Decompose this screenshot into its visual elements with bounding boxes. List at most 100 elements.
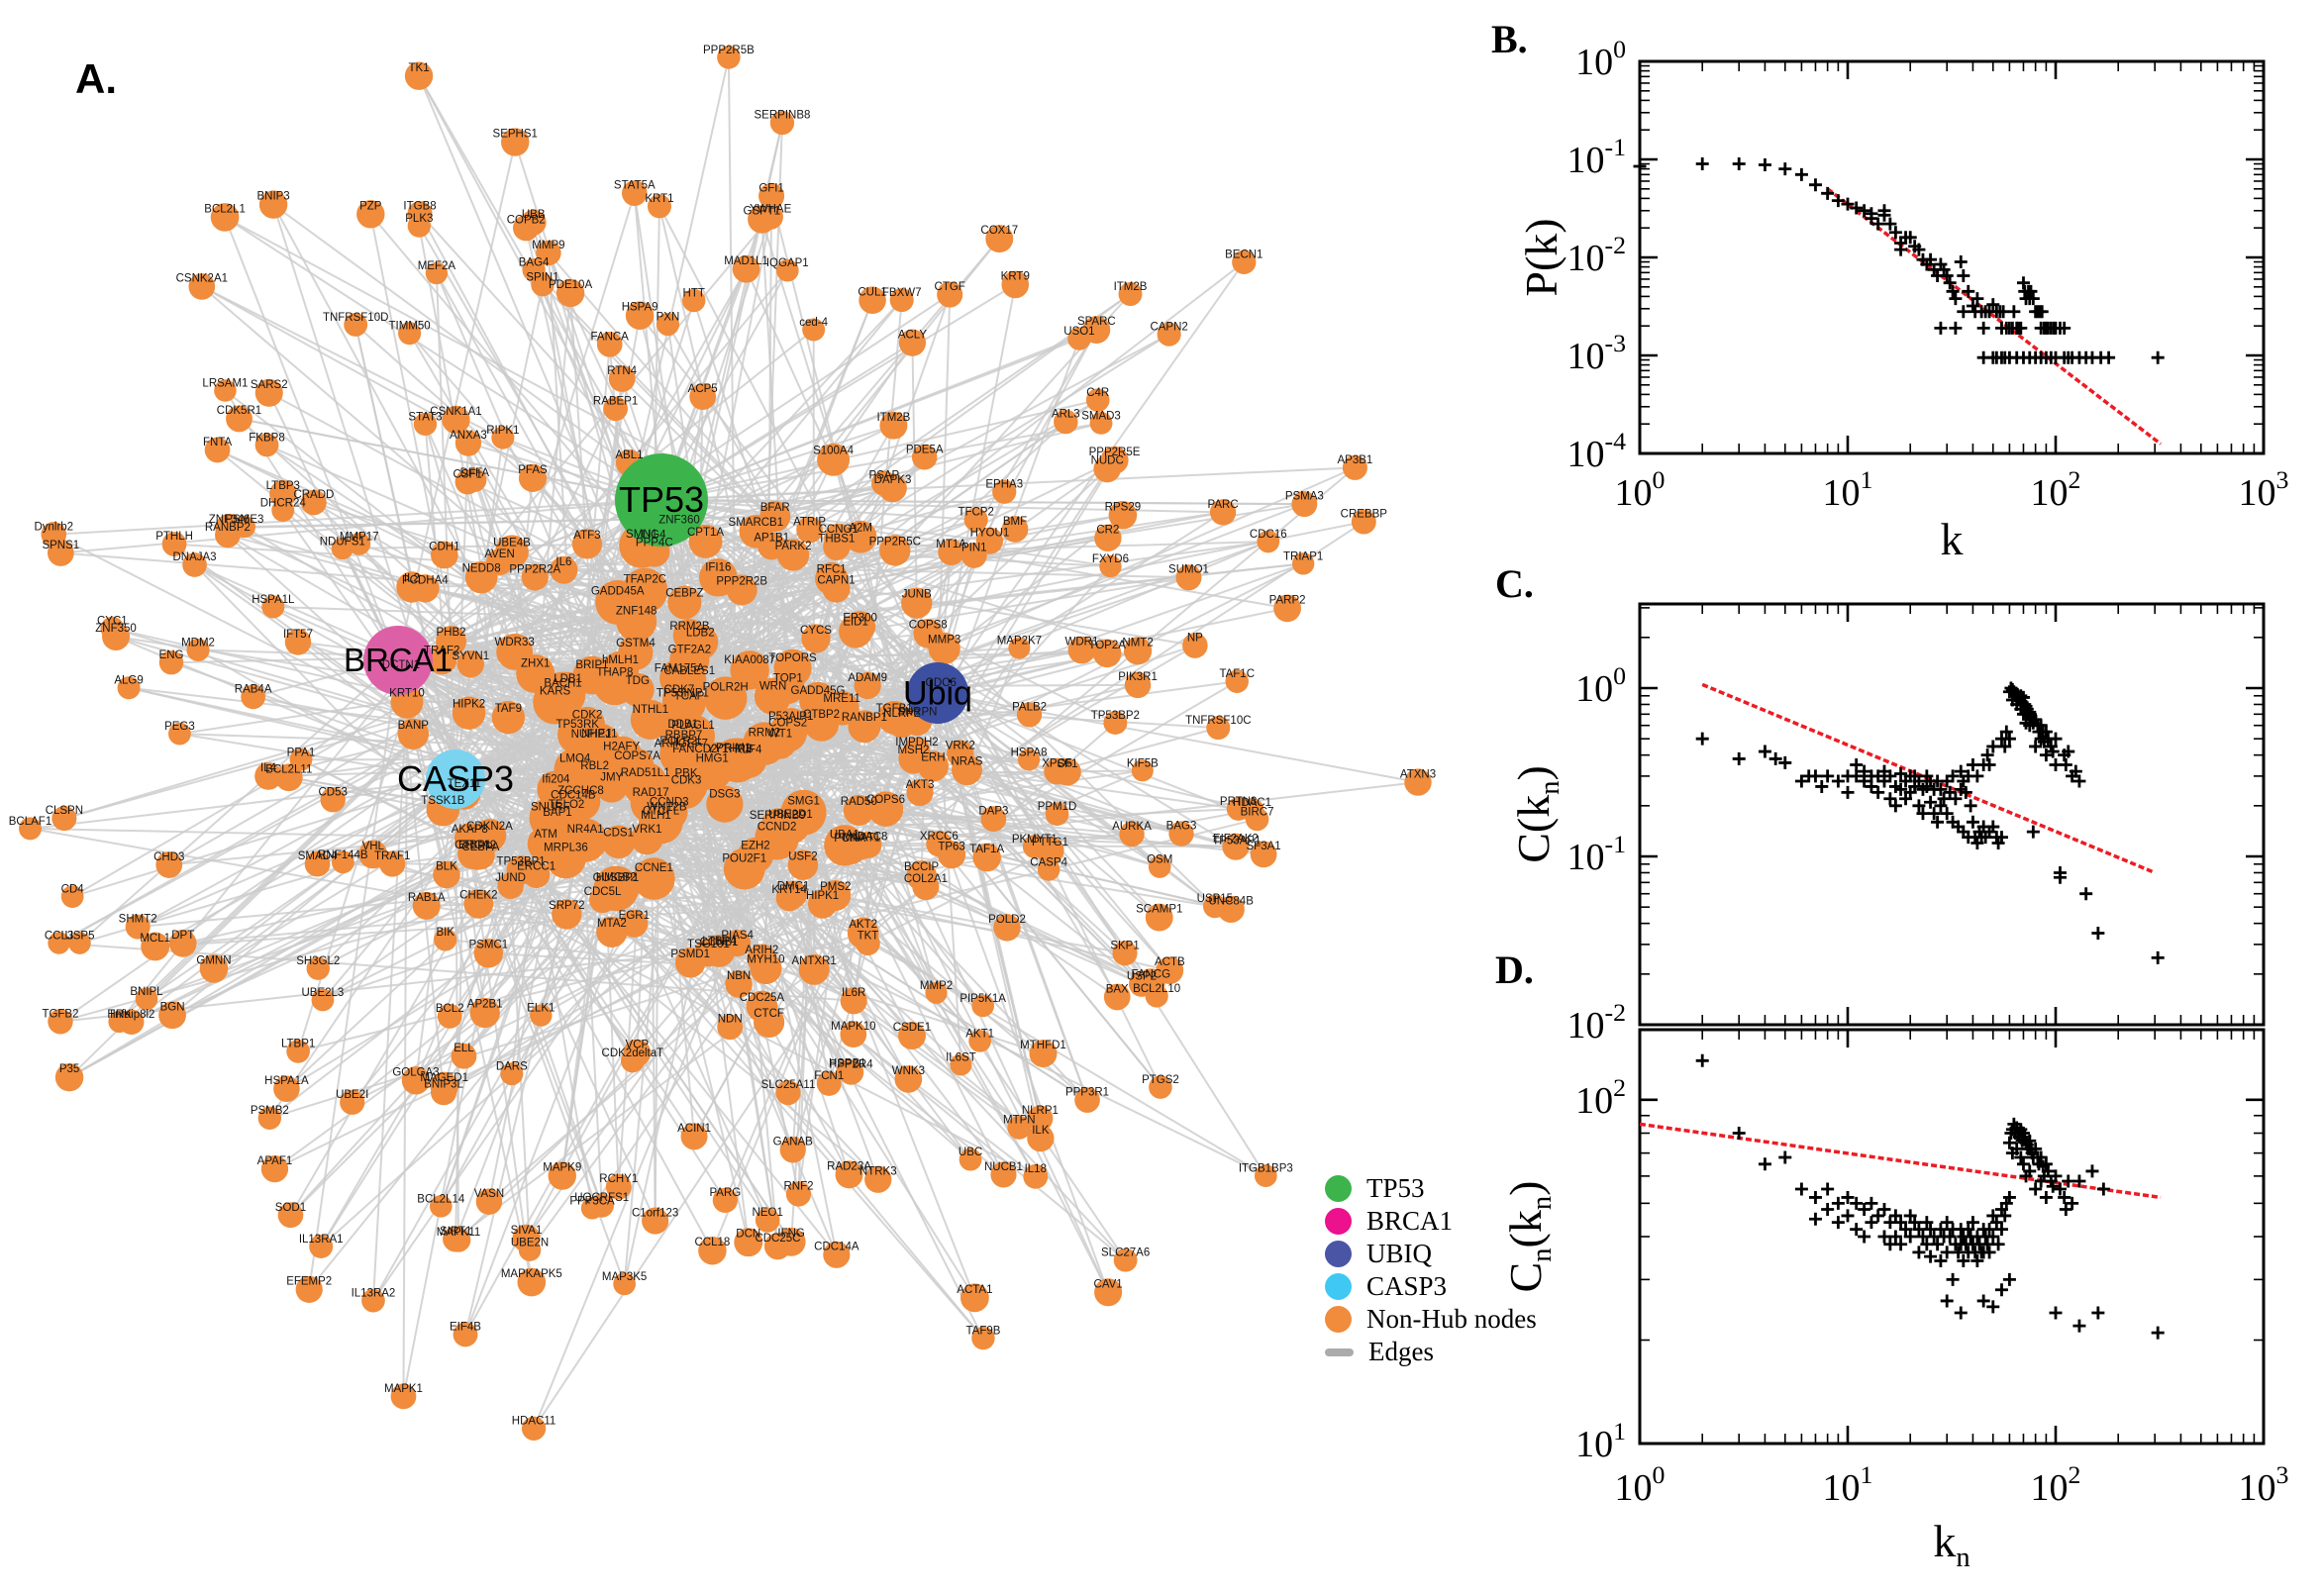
- network-node: [596, 916, 628, 948]
- node-label: ATM: [534, 829, 556, 841]
- node-label: NRAS: [951, 755, 982, 767]
- network-node: [320, 787, 346, 813]
- node-label: MRE11: [823, 693, 860, 705]
- node-label: ZCCHC8: [557, 785, 604, 797]
- node-label: PPP3CA: [569, 1195, 615, 1207]
- network-node: [454, 430, 482, 456]
- node-label: MAPK11: [437, 1227, 481, 1239]
- node-label: MAD1L1: [724, 255, 768, 267]
- network-node: [630, 699, 670, 740]
- legend: TP53 BRCA1 UBIQ CASP3 Non-Hub nodes Edge…: [1325, 1172, 1537, 1368]
- node-label: TAF1A: [969, 844, 1004, 855]
- node-label: USP15: [1197, 893, 1233, 905]
- network-node: [647, 194, 671, 219]
- node-label: KRT9: [1001, 271, 1030, 283]
- network-node: [843, 794, 874, 826]
- node-label: PSMD1: [670, 948, 710, 960]
- node-label: Tnfaip8l2: [108, 1009, 154, 1021]
- node-label: SLC27A6: [1101, 1247, 1150, 1259]
- network-node: [769, 110, 795, 136]
- node-label: SIRT1: [440, 1226, 471, 1238]
- node-label: PPP3R1: [1065, 1087, 1109, 1099]
- network-node: [990, 1161, 1017, 1188]
- node-label: DARS: [496, 1061, 528, 1073]
- node-label: EZH2: [741, 841, 769, 852]
- network-node: [838, 1059, 864, 1085]
- network-node: [518, 1239, 542, 1261]
- node-label: TAF9: [495, 703, 522, 715]
- network-node: [682, 288, 706, 313]
- tick-label: 100: [1575, 661, 1626, 710]
- network-node: [667, 585, 702, 620]
- node-label: MMP3: [928, 634, 960, 646]
- node-label: DSG3: [709, 789, 740, 801]
- network-node: [1029, 1040, 1058, 1068]
- node-label: CSNK2A1: [176, 273, 228, 285]
- node-label: EP300: [843, 612, 877, 624]
- node-label: PCDHA4: [402, 574, 449, 586]
- network-node: [204, 437, 231, 463]
- node-label: FANCD2: [672, 744, 717, 755]
- node-label: EFEMP2: [286, 1276, 332, 1288]
- network-node: [985, 225, 1014, 253]
- network-node: [398, 322, 422, 346]
- network-node: [258, 190, 288, 219]
- network-node: [816, 1070, 842, 1096]
- node-label: ATRIP: [793, 516, 826, 528]
- network-node: [533, 679, 577, 725]
- node-label: CDH1: [429, 542, 459, 553]
- node-label: LDB2: [686, 627, 715, 639]
- network-node: [522, 257, 546, 282]
- network-node: [155, 851, 183, 878]
- node-label: TEX11: [448, 778, 481, 790]
- network-node: [951, 754, 982, 786]
- node-label: NMT2: [1122, 637, 1153, 648]
- node-label: MNAT1: [843, 833, 880, 845]
- network-node: [186, 638, 210, 662]
- node-label: FNTA: [203, 437, 233, 449]
- node-label: PBK: [675, 768, 698, 780]
- tick-label: 102: [2031, 465, 2081, 514]
- network-node: [1291, 552, 1315, 575]
- node-label: NTRK3: [859, 1165, 897, 1177]
- network-node: [1351, 509, 1376, 535]
- node-label: CTCF: [754, 1008, 784, 1020]
- network-node: [1217, 895, 1245, 924]
- network-node: [698, 1236, 727, 1265]
- network-node: [241, 684, 266, 710]
- network-node: [48, 932, 70, 954]
- panel-b-label: B.: [1491, 17, 1528, 61]
- node-label: SMAD3: [1081, 410, 1121, 422]
- network-node: [1054, 409, 1078, 435]
- node-label: MAGED1: [420, 1072, 468, 1084]
- node-label: POLD2: [988, 914, 1026, 926]
- network-node: [261, 595, 285, 619]
- node-label: VASN: [474, 1188, 504, 1200]
- network-node: [1089, 411, 1113, 435]
- node-label: C1orf123: [632, 1207, 678, 1219]
- network-node: [912, 873, 940, 901]
- node-label: CYCS: [800, 625, 832, 637]
- tick-label: 10-2: [1566, 998, 1626, 1047]
- node-label: HIPK2: [453, 698, 485, 710]
- node-label: KIAA0087: [724, 654, 775, 666]
- node-label: MLH1: [641, 810, 671, 822]
- node-label: COPS2: [768, 717, 807, 729]
- network-node: [680, 1123, 708, 1150]
- network-node: [271, 499, 295, 522]
- network-node: [461, 838, 494, 870]
- node-label: CDK3: [671, 775, 702, 787]
- network-node: [356, 200, 385, 229]
- node-label: SARS2: [251, 379, 288, 391]
- network-node: [1036, 836, 1064, 865]
- network-node: [620, 909, 649, 938]
- node-label: CHD3: [153, 851, 184, 863]
- network-node: [233, 515, 256, 539]
- node-label: ced-4: [799, 317, 828, 329]
- node-label: PSMA3: [1285, 491, 1324, 503]
- axis-title: kn​: [1933, 1516, 1970, 1573]
- hub-label-ubiq: Ubiq: [903, 675, 972, 713]
- node-label: PSMC1: [469, 940, 509, 951]
- node-label: CTBP2: [803, 709, 840, 721]
- network-node: [928, 632, 960, 665]
